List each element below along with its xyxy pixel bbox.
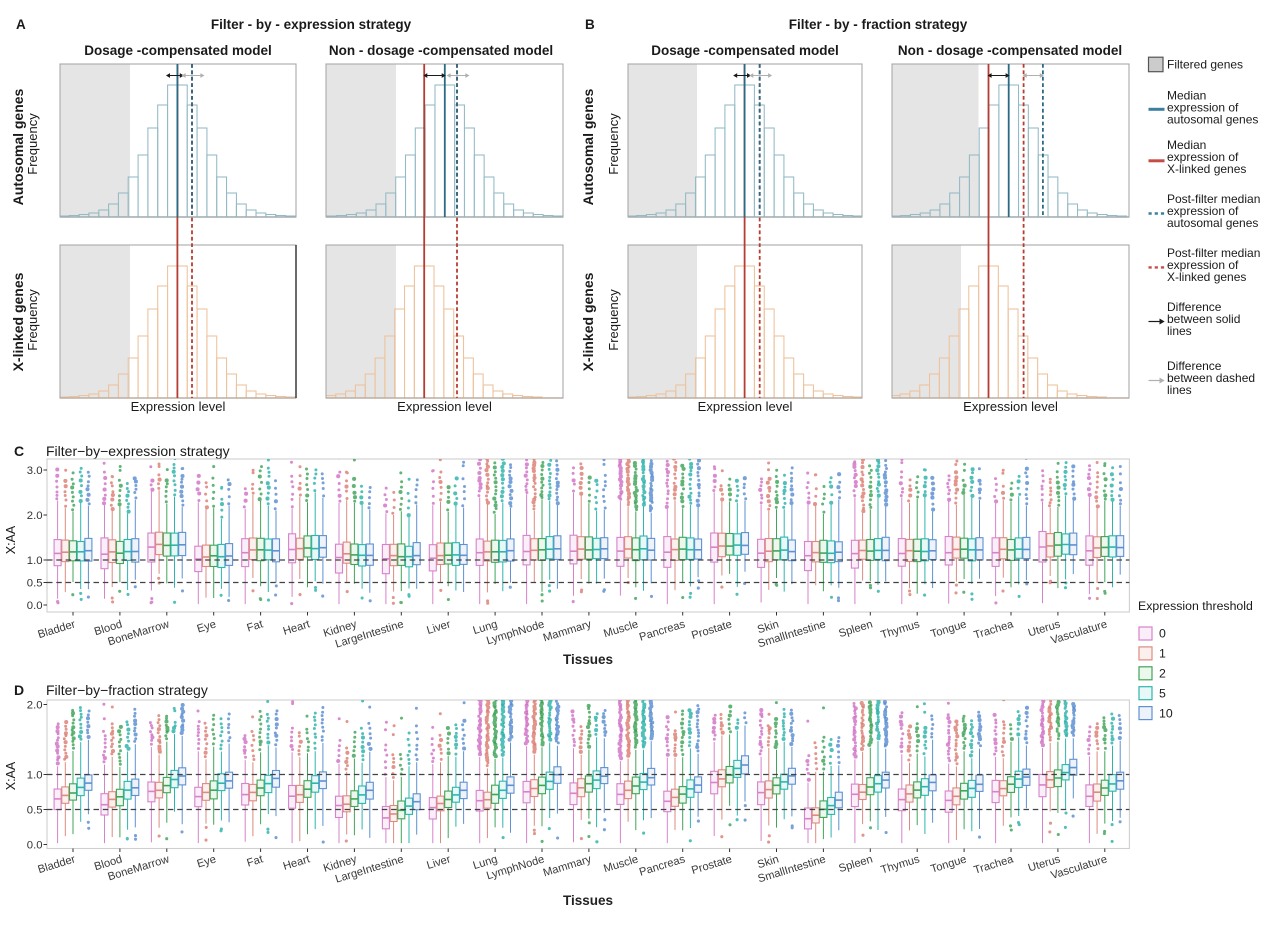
svg-text:C: C xyxy=(14,443,24,459)
svg-text:Filter−by−fraction strategy: Filter−by−fraction strategy xyxy=(46,682,208,698)
svg-text:expression of: expression of xyxy=(1167,101,1239,115)
svg-text:Non - dosage -compensated mode: Non - dosage -compensated model xyxy=(898,43,1122,58)
svg-text:Post-filter median: Post-filter median xyxy=(1167,246,1260,260)
svg-text:Autosomal genes: Autosomal genes xyxy=(580,88,596,205)
svg-text:Tissues: Tissues xyxy=(563,893,613,908)
svg-text:Eye: Eye xyxy=(196,618,218,635)
svg-text:Median: Median xyxy=(1167,138,1206,152)
svg-text:Expression level: Expression level xyxy=(963,399,1058,414)
svg-text:Frequency: Frequency xyxy=(25,113,40,175)
svg-text:X-linked genes: X-linked genes xyxy=(1167,162,1246,176)
svg-text:X:AA: X:AA xyxy=(4,525,18,554)
svg-text:0.0: 0.0 xyxy=(27,839,43,851)
svg-text:Filter - by - expression strat: Filter - by - expression strategy xyxy=(211,17,412,32)
svg-text:Filtered genes: Filtered genes xyxy=(1167,58,1243,72)
svg-text:Expression level: Expression level xyxy=(698,399,793,414)
svg-text:Non - dosage -compensated mode: Non - dosage -compensated model xyxy=(329,43,553,58)
svg-text:Filter−by−expression strategy: Filter−by−expression strategy xyxy=(46,443,230,459)
svg-text:Fat: Fat xyxy=(246,618,266,634)
svg-text:0.5: 0.5 xyxy=(27,577,43,589)
svg-text:Difference: Difference xyxy=(1167,359,1222,373)
svg-text:1.0: 1.0 xyxy=(27,769,43,781)
svg-text:between solid: between solid xyxy=(1167,312,1240,326)
svg-text:lines: lines xyxy=(1167,383,1192,397)
svg-text:X:AA: X:AA xyxy=(4,761,18,790)
svg-text:2.0: 2.0 xyxy=(27,699,43,711)
svg-text:Eye: Eye xyxy=(196,853,218,870)
svg-text:Frequency: Frequency xyxy=(606,289,621,351)
svg-text:Dosage -compensated model: Dosage -compensated model xyxy=(84,43,272,58)
svg-text:2.0: 2.0 xyxy=(27,510,43,522)
svg-text:Tissues: Tissues xyxy=(563,652,613,667)
svg-text:X-linked genes: X-linked genes xyxy=(1167,270,1246,284)
svg-text:Expression level: Expression level xyxy=(397,399,492,414)
svg-text:Median: Median xyxy=(1167,89,1206,103)
svg-text:autosomal genes: autosomal genes xyxy=(1167,216,1258,230)
svg-text:0: 0 xyxy=(1159,627,1166,641)
svg-text:D: D xyxy=(14,682,24,698)
svg-text:X-linked genes: X-linked genes xyxy=(580,272,596,371)
svg-text:expression of: expression of xyxy=(1167,204,1239,218)
svg-text:Frequency: Frequency xyxy=(606,113,621,175)
svg-text:Fat: Fat xyxy=(246,853,266,869)
svg-text:0.0: 0.0 xyxy=(27,600,43,612)
svg-text:B: B xyxy=(585,17,595,32)
svg-text:Filter - by - fraction strateg: Filter - by - fraction strategy xyxy=(789,17,968,32)
svg-text:expression of: expression of xyxy=(1167,258,1239,272)
svg-text:lines: lines xyxy=(1167,324,1192,338)
svg-text:Autosomal genes: Autosomal genes xyxy=(10,88,26,205)
svg-text:Expression level: Expression level xyxy=(131,399,226,414)
svg-text:Frequency: Frequency xyxy=(25,289,40,351)
svg-text:Difference: Difference xyxy=(1167,300,1222,314)
svg-text:5: 5 xyxy=(1159,686,1166,700)
svg-text:Dosage -compensated model: Dosage -compensated model xyxy=(651,43,839,58)
svg-text:A: A xyxy=(16,17,26,32)
svg-text:3.0: 3.0 xyxy=(27,465,43,477)
svg-text:10: 10 xyxy=(1159,706,1173,720)
svg-text:2: 2 xyxy=(1159,667,1166,681)
svg-text:Expression threshold: Expression threshold xyxy=(1138,599,1253,613)
svg-text:autosomal genes: autosomal genes xyxy=(1167,113,1258,127)
svg-text:expression of: expression of xyxy=(1167,150,1239,164)
svg-text:between dashed: between dashed xyxy=(1167,371,1255,385)
svg-text:0.5: 0.5 xyxy=(27,804,43,816)
svg-text:1: 1 xyxy=(1159,647,1166,661)
svg-text:Post-filter median: Post-filter median xyxy=(1167,192,1260,206)
svg-text:X-linked genes: X-linked genes xyxy=(10,272,26,371)
svg-text:1.0: 1.0 xyxy=(27,555,43,567)
